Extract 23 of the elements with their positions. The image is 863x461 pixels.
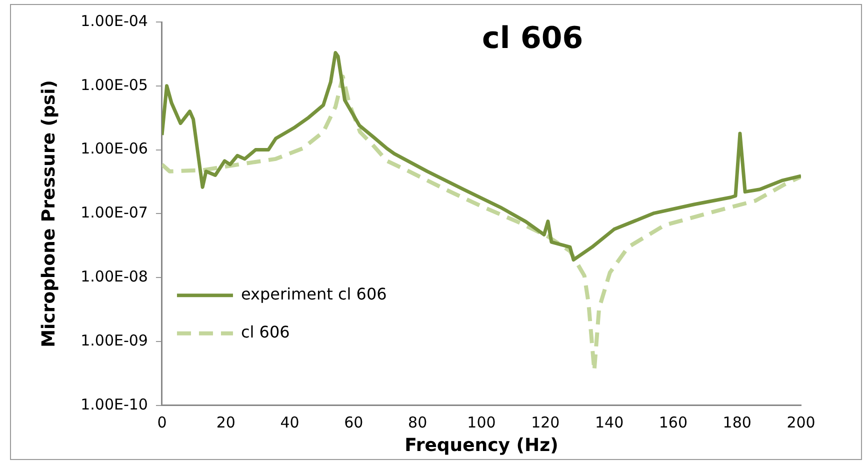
x-tick-label: 160 bbox=[658, 413, 688, 432]
x-tick-label: 60 bbox=[344, 413, 364, 432]
legend-label: cl 606 bbox=[240, 322, 290, 342]
y-tick-label: 1.00E-04 bbox=[80, 12, 148, 30]
x-tick-label: 0 bbox=[157, 413, 167, 432]
y-tick-label: 1.00E-10 bbox=[80, 395, 148, 414]
x-tick-label: 100 bbox=[467, 413, 496, 432]
x-tick-label: 200 bbox=[786, 413, 816, 432]
x-tick-label: 80 bbox=[408, 413, 428, 432]
y-axis-title: Microphone Pressure (psi) bbox=[38, 80, 60, 348]
y-tick-label: 1.00E-06 bbox=[80, 140, 148, 158]
y-tick-label: 1.00E-07 bbox=[80, 204, 148, 222]
x-tick-label: 140 bbox=[594, 413, 624, 432]
x-tick-label: 20 bbox=[216, 413, 236, 432]
x-tick-label: 180 bbox=[722, 413, 752, 432]
x-tick-label: 120 bbox=[531, 413, 560, 432]
x-axis-title: Frequency (Hz) bbox=[404, 434, 558, 456]
y-tick-label: 1.00E-08 bbox=[80, 267, 148, 286]
y-tick-label: 1.00E-09 bbox=[80, 331, 148, 350]
y-tick-label: 1.00E-05 bbox=[80, 76, 148, 94]
chart-title: cl 606 bbox=[482, 20, 584, 56]
x-tick-label: 40 bbox=[280, 413, 300, 432]
legend-label: experiment cl 606 bbox=[240, 284, 387, 304]
